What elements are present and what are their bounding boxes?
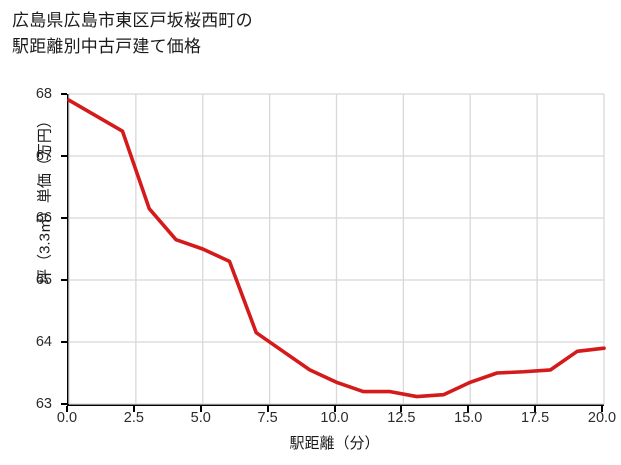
y-tick-label: 67 xyxy=(35,148,52,164)
x-tick-mark xyxy=(601,406,603,412)
y-tick-mark xyxy=(61,217,67,219)
y-tick-mark xyxy=(61,403,67,405)
x-tick-mark xyxy=(266,406,269,412)
x-tick-mark xyxy=(66,406,68,412)
x-tick-label: 2.5 xyxy=(123,410,144,426)
x-tick-label: 7.5 xyxy=(257,410,278,426)
x-tick-mark xyxy=(132,406,135,412)
y-tick-mark xyxy=(61,341,67,343)
plot-area xyxy=(67,93,606,406)
data-line-series xyxy=(67,98,606,399)
gridlines xyxy=(68,93,605,405)
x-tick-label: 5.0 xyxy=(190,410,211,426)
x-tick-mark xyxy=(199,406,202,412)
x-tick-label: 15.0 xyxy=(454,410,483,426)
y-tick-mark xyxy=(61,155,67,157)
y-tick-label: 68 xyxy=(35,86,52,102)
x-tick-label: 0.0 xyxy=(56,410,78,426)
x-axis-label: 駅距離（分） xyxy=(289,435,380,452)
y-tick-mark xyxy=(61,93,67,95)
x-tick-mark xyxy=(534,406,537,412)
x-tick-label: 12.5 xyxy=(387,410,416,426)
x-tick-mark xyxy=(400,406,403,412)
y-tick-mark xyxy=(61,279,67,281)
x-tick-label: 17.5 xyxy=(521,410,550,426)
price-line xyxy=(67,98,606,399)
chart-title: 広島県広島市東区戸坂桜西町の 駅距離別中古戸建て価格 xyxy=(12,11,253,56)
y-axis-tick-labels: 63 64 65 66 67 68 xyxy=(0,0,64,465)
x-tick-mark xyxy=(467,406,470,412)
x-tick-label: 10.0 xyxy=(320,410,349,426)
y-tick-label: 66 xyxy=(35,210,52,226)
y-tick-label: 65 xyxy=(35,272,52,288)
x-tick-label: 20.0 xyxy=(587,410,617,426)
y-axis-label: 坪（3.3㎡）単価（万円） xyxy=(36,113,54,284)
y-tick-label: 63 xyxy=(35,396,52,412)
x-tick-mark xyxy=(333,406,336,412)
y-tick-label: 64 xyxy=(35,334,52,350)
